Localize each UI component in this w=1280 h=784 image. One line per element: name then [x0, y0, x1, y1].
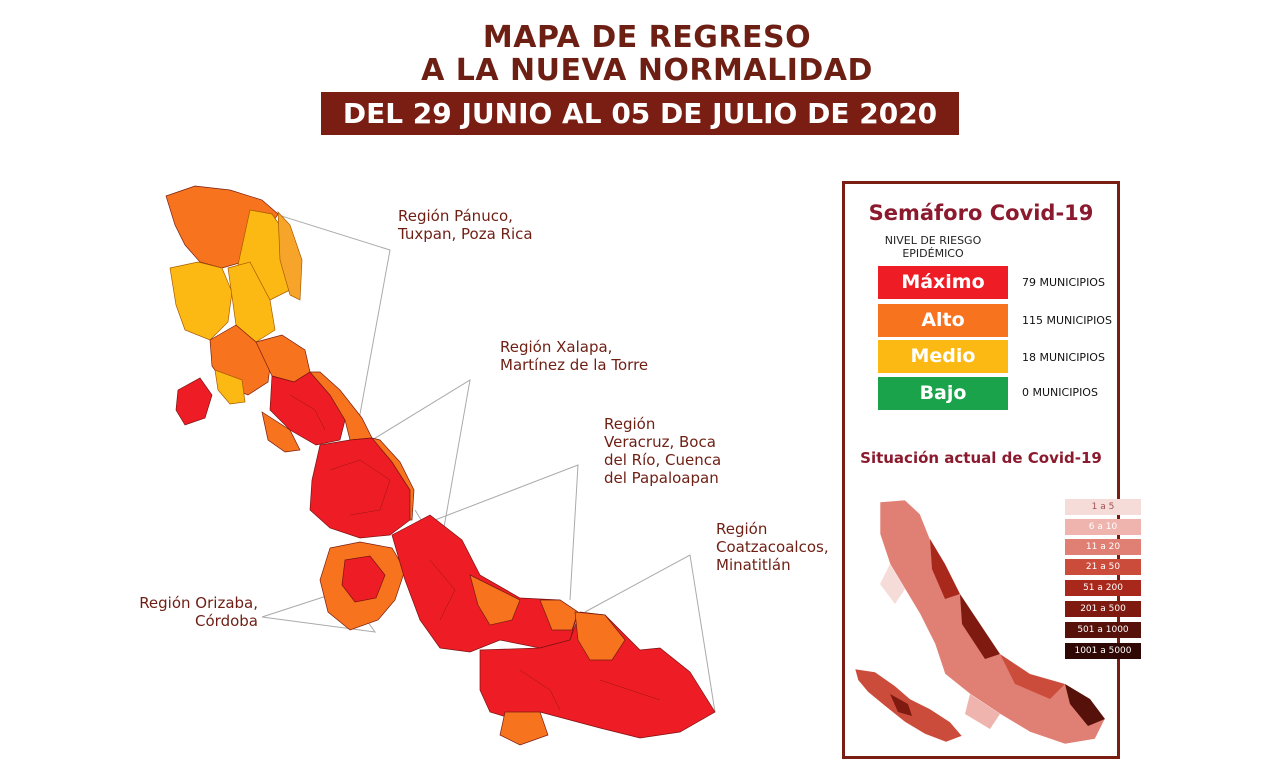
level-medio-count: 18 MUNICIPIOS	[1022, 351, 1105, 364]
region-label-coatzacoalcos-line2: Coatzacoalcos,	[716, 538, 829, 556]
level-medio-badge: Medio	[878, 340, 1008, 373]
region-label-coatzacoalcos-line1: Región	[716, 520, 768, 538]
semaforo-legend-panel: Semáforo Covid-19 NIVEL DE RIESGO EPIDÉM…	[842, 181, 1141, 759]
level-alto-count: 115 MUNICIPIOS	[1022, 314, 1112, 327]
region-label-veracruz: Región Veracruz, Boca del Río, Cuenca de…	[604, 415, 721, 487]
region-label-veracruz-line2: Veracruz, Boca	[604, 433, 716, 451]
region-label-orizaba-line1: Región Orizaba,	[139, 594, 258, 612]
mini-map-area	[1065, 684, 1105, 726]
situation-mini-map	[854, 499, 1106, 745]
region-label-orizaba-line2: Córdoba	[195, 612, 258, 630]
date-range-banner: DEL 29 JUNIO AL 05 DE JULIO DE 2020	[321, 92, 959, 135]
scale-1001-5000: 1001 a 5000	[1065, 643, 1141, 659]
region-label-xalapa: Región Xalapa, Martínez de la Torre	[500, 338, 648, 374]
page-title-line1: MAPA DE REGRESO	[482, 20, 812, 55]
region-label-veracruz-line3: del Río, Cuenca	[604, 451, 722, 469]
scale-51-200: 51 a 200	[1065, 580, 1141, 596]
scale-501-1000: 501 a 1000	[1065, 622, 1141, 638]
scale-21-50: 21 a 50	[1065, 559, 1141, 575]
scale-6-10: 6 a 10	[1065, 519, 1141, 535]
region-label-orizaba: Región Orizaba, Córdoba	[118, 594, 258, 630]
mini-map-area	[960, 594, 1000, 659]
mini-map-area	[880, 564, 905, 604]
mini-map-area	[1000, 654, 1065, 699]
region-label-xalapa-line1: Región Xalapa,	[500, 338, 613, 356]
region-label-panuco-line1: Región Pánuco,	[398, 207, 513, 225]
level-maximo-count: 79 MUNICIPIOS	[1022, 276, 1105, 289]
level-bajo-count: 0 MUNICIPIOS	[1022, 386, 1098, 399]
municipal-borders	[289, 394, 661, 711]
level-alto-badge: Alto	[878, 304, 1008, 337]
region-label-panuco-line2: Tuxpan, Poza Rica	[398, 225, 533, 243]
mini-map-area	[965, 694, 1000, 729]
region-coatzacoalcos	[479, 611, 716, 746]
region-orizaba-cordoba	[319, 541, 406, 631]
legend-title: Semáforo Covid-19	[868, 201, 1094, 225]
risk-level-label: NIVEL DE RIESGO EPIDÉMICO	[884, 234, 982, 260]
mini-map-area	[890, 694, 912, 716]
level-maximo-badge: Máximo	[878, 266, 1008, 299]
region-central	[309, 437, 415, 539]
page-title-line2: A LA NUEVA NORMALIDAD	[421, 53, 873, 88]
level-bajo-badge: Bajo	[878, 377, 1008, 410]
mini-map-area	[930, 539, 960, 599]
region-label-coatzacoalcos-line3: Minatitlán	[716, 556, 791, 574]
region-label-coatzacoalcos: Región Coatzacoalcos, Minatitlán	[716, 520, 829, 574]
region-xalapa	[175, 371, 373, 453]
situation-title: Situación actual de Covid-19	[860, 449, 1102, 467]
region-label-veracruz-line1: Región	[604, 415, 656, 433]
scale-201-500: 201 a 500	[1065, 601, 1141, 617]
veracruz-risk-map	[165, 185, 716, 746]
scale-1-5: 1 a 5	[1065, 499, 1141, 515]
region-label-panuco: Región Pánuco, Tuxpan, Poza Rica	[398, 207, 533, 243]
region-panuco-tuxpan	[165, 185, 311, 405]
region-label-veracruz-line4: del Papaloapan	[604, 469, 719, 487]
region-papaloapan	[391, 514, 579, 653]
region-label-xalapa-line2: Martínez de la Torre	[500, 356, 649, 374]
scale-11-20: 11 a 20	[1065, 539, 1141, 555]
